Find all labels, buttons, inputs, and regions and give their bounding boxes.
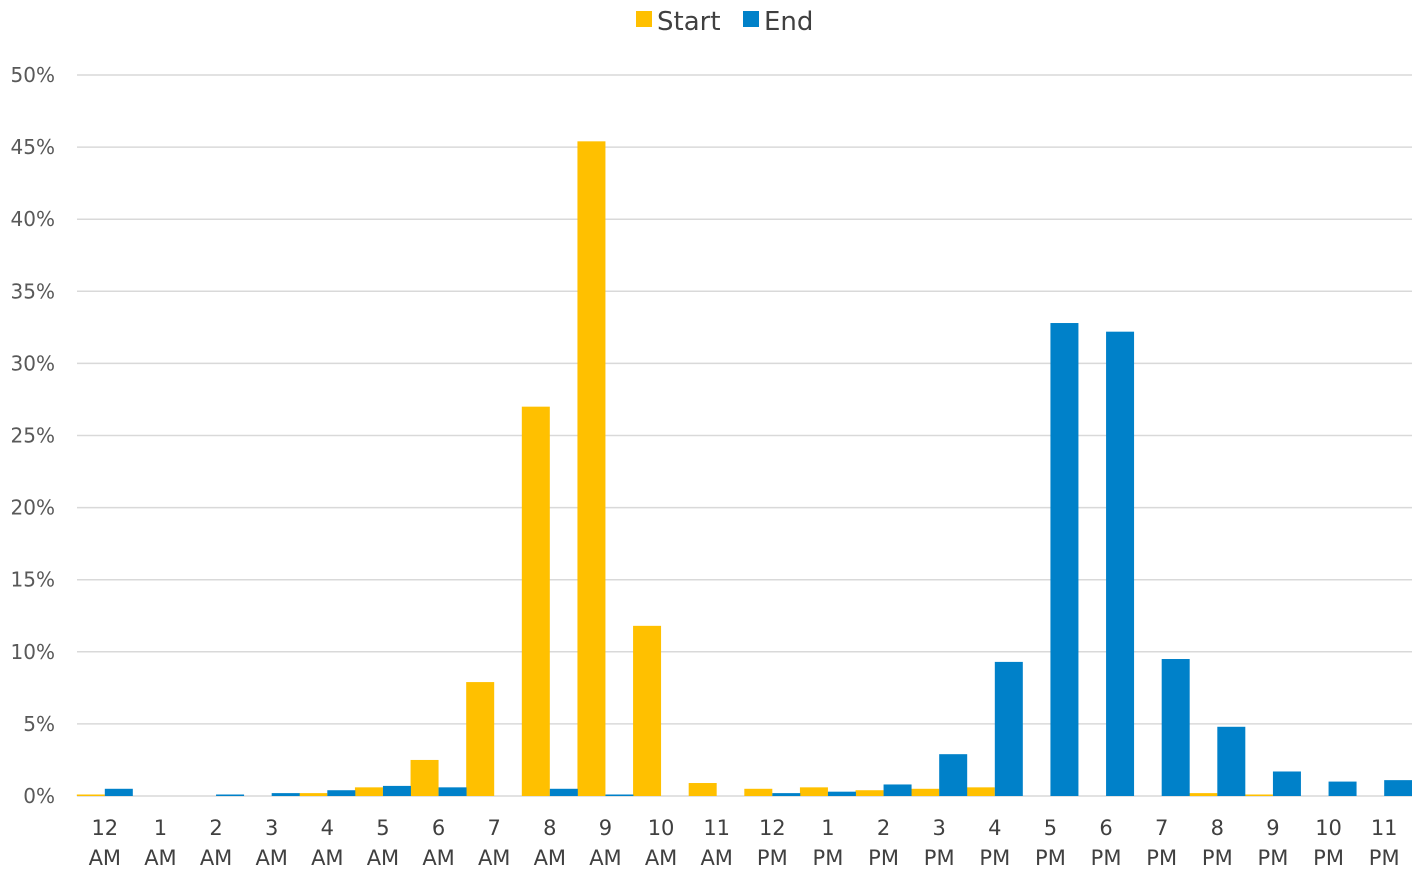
bar-start	[688, 783, 717, 796]
bar-end	[382, 785, 411, 796]
y-tick-label: 25%	[11, 424, 55, 448]
bar-start	[1189, 793, 1218, 796]
bar-end	[1050, 323, 1079, 796]
x-category-label: 11 PM	[1369, 816, 1400, 869]
y-tick-label: 20%	[11, 496, 55, 520]
bar-end	[772, 793, 801, 796]
bar-start	[799, 787, 828, 796]
bar-start	[966, 787, 995, 796]
legend-swatch-end	[743, 11, 759, 27]
x-category-label: 5 PM	[1035, 816, 1066, 869]
bar-start	[76, 794, 105, 796]
bar-end	[994, 661, 1023, 796]
x-category-label: 8 AM	[534, 816, 566, 869]
x-category-label: 7 PM	[1146, 816, 1177, 869]
bar-start	[911, 788, 940, 796]
x-category-label: 1 PM	[813, 816, 844, 869]
y-tick-label: 45%	[11, 135, 55, 159]
bar-end	[939, 754, 968, 796]
x-axis-category-labels: 12 AM 1 AM 2 AM 3 AM 4 AM 5 AM 6 AM 7 AM 8 AM 9 AM 10 AM 11 AM 1…	[89, 816, 1400, 869]
y-axis-tick-labels: 0% 5% 10% 15% 20% 25% 30% 35% 40% 45% 50%	[11, 63, 55, 808]
gridlines	[77, 74, 1412, 797]
x-category-label: 9 AM	[589, 816, 621, 869]
bar-end	[1328, 781, 1357, 796]
x-category-label: 12 AM	[89, 816, 121, 869]
bars	[76, 141, 1412, 796]
x-category-label: 9 PM	[1258, 816, 1289, 869]
bar-start	[1244, 794, 1273, 796]
x-category-label: 4 AM	[311, 816, 343, 869]
bar-start	[354, 787, 383, 796]
y-tick-label: 40%	[11, 207, 55, 231]
x-category-label: 5 AM	[367, 816, 399, 869]
bar-start	[744, 788, 773, 796]
x-category-label: 4 PM	[979, 816, 1010, 869]
x-category-label: 1 AM	[144, 816, 176, 869]
x-category-label: 6 AM	[422, 816, 454, 869]
x-category-label: 12 PM	[757, 816, 788, 869]
y-tick-label: 0%	[23, 784, 55, 808]
bar-end	[327, 790, 356, 796]
bar-end	[1217, 726, 1246, 796]
bar-end	[827, 791, 856, 796]
bar-end	[549, 788, 578, 796]
y-tick-label: 35%	[11, 279, 55, 303]
bar-end	[216, 794, 245, 796]
y-tick-label: 5%	[23, 712, 55, 736]
bar-end	[605, 794, 634, 796]
y-tick-label: 30%	[11, 351, 55, 375]
bar-end	[104, 788, 133, 796]
legend-label-start: Start	[657, 7, 721, 37]
y-tick-label: 15%	[11, 568, 55, 592]
x-category-label: 3 PM	[924, 816, 955, 869]
legend: Start End	[636, 7, 813, 37]
bar-start	[633, 625, 662, 796]
bar-end	[1106, 331, 1135, 796]
bar-end	[1161, 659, 1190, 796]
x-category-label: 2 AM	[200, 816, 232, 869]
bar-start	[466, 682, 495, 796]
bar-end	[1384, 780, 1412, 796]
x-category-label: 8 PM	[1202, 816, 1233, 869]
bar-start	[299, 793, 328, 796]
legend-swatch-start	[636, 11, 652, 27]
x-category-label: 7 AM	[478, 816, 510, 869]
x-category-label: 2 PM	[868, 816, 899, 869]
y-tick-label: 10%	[11, 640, 55, 664]
x-category-label: 11 AM	[700, 816, 732, 869]
x-category-label: 10 PM	[1313, 816, 1344, 869]
bar-end	[438, 787, 467, 796]
legend-label-end: End	[764, 7, 813, 37]
bar-start	[521, 406, 550, 796]
y-tick-label: 50%	[11, 63, 55, 87]
bar-start	[410, 759, 439, 796]
x-category-label: 10 AM	[645, 816, 677, 869]
bar-end	[1272, 771, 1301, 796]
x-category-label: 3 AM	[255, 816, 287, 869]
bar-start	[577, 141, 606, 796]
bar-end	[271, 793, 300, 796]
bar-start	[855, 790, 884, 796]
x-category-label: 6 PM	[1091, 816, 1122, 869]
bar-end	[883, 784, 912, 796]
